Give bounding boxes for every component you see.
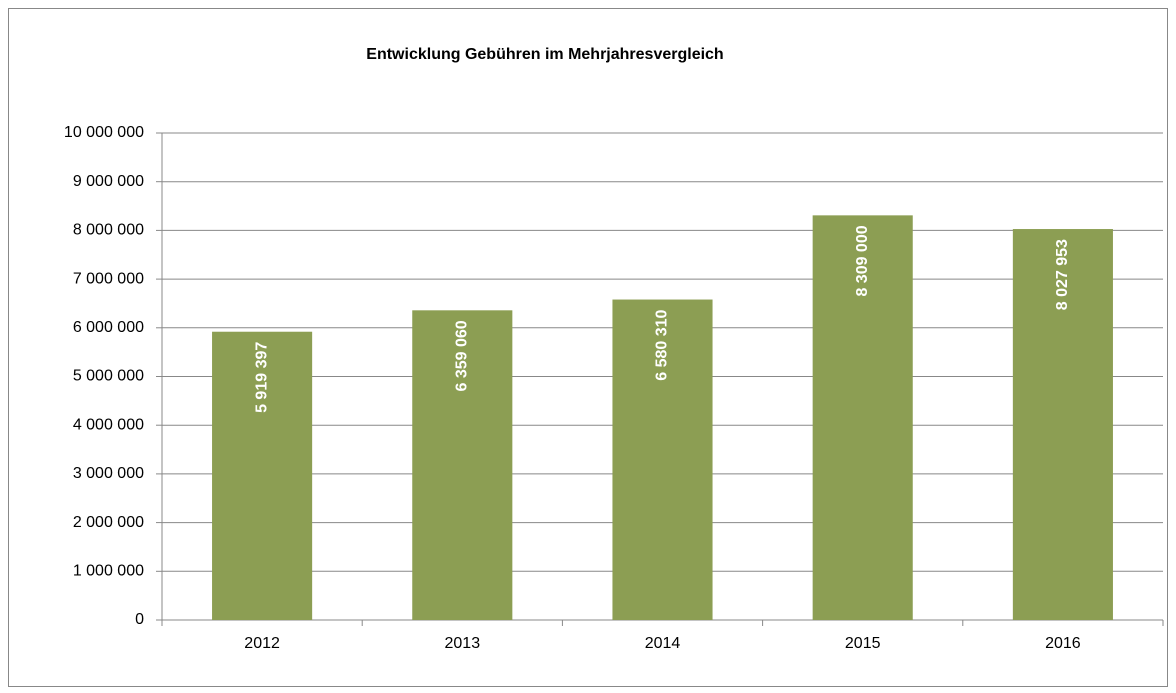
x-tick-label: 2016 — [1045, 635, 1081, 652]
chart-title: Entwicklung Gebühren im Mehrjahresvergle… — [366, 46, 723, 63]
bar — [1012, 229, 1113, 620]
data-label: 8 309 000 — [854, 225, 871, 296]
y-tick-label: 3 000 000 — [73, 465, 144, 482]
y-tick-label: 4 000 000 — [73, 416, 144, 433]
data-label: 8 027 953 — [1054, 239, 1071, 310]
x-tick-label: 2013 — [445, 635, 481, 652]
data-label: 6 359 060 — [454, 320, 471, 391]
x-tick-label: 2012 — [244, 635, 280, 652]
chart-border — [8, 8, 1168, 687]
y-tick-label: 6 000 000 — [73, 319, 144, 336]
y-tick-label: 1 000 000 — [73, 563, 144, 580]
y-tick-label: 2 000 000 — [73, 514, 144, 531]
y-tick-label: 0 — [135, 611, 144, 628]
y-tick-label: 7 000 000 — [73, 270, 144, 287]
y-tick-label: 9 000 000 — [73, 173, 144, 190]
data-label: 5 919 397 — [253, 342, 270, 413]
x-tick-label: 2014 — [645, 635, 681, 652]
bar — [412, 310, 513, 620]
bar — [212, 331, 313, 620]
data-label: 6 580 310 — [654, 309, 671, 380]
bar — [612, 299, 713, 620]
y-tick-label: 10 000 000 — [64, 124, 144, 141]
y-tick-label: 5 000 000 — [73, 368, 144, 385]
x-tick-label: 2015 — [845, 635, 881, 652]
y-tick-label: 8 000 000 — [73, 222, 144, 239]
bar — [812, 215, 913, 621]
